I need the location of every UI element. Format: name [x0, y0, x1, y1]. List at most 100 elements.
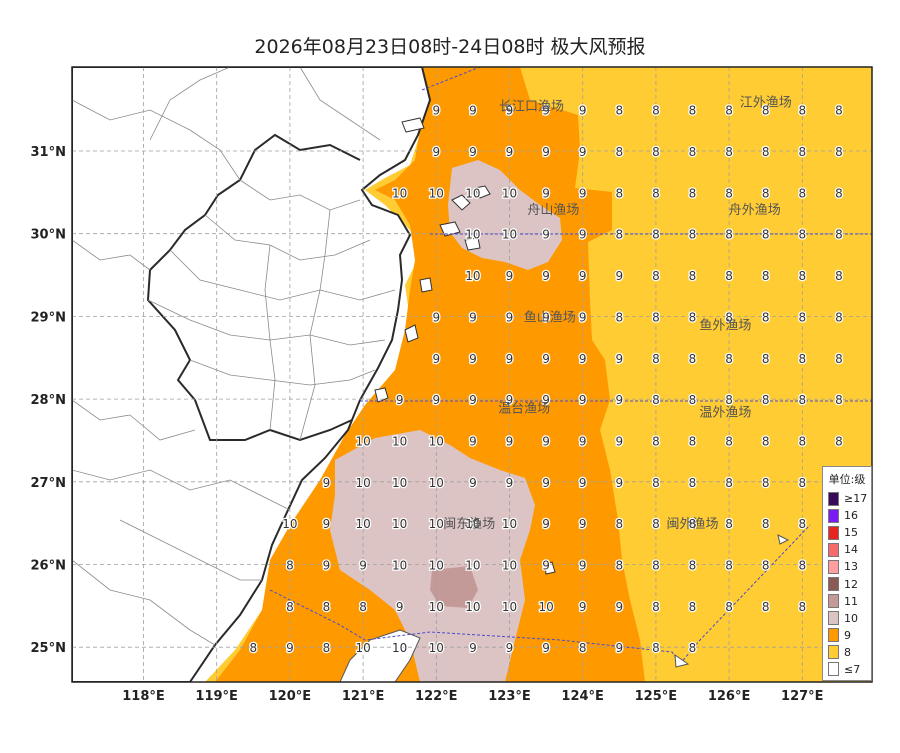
wind-level-value: 8 — [689, 145, 697, 159]
wind-level-value: 9 — [432, 145, 440, 159]
legend-label: ≤7 — [844, 662, 861, 676]
wind-level-value: 8 — [798, 434, 806, 448]
wind-level-value: 9 — [542, 145, 550, 159]
wind-level-value: 10 — [282, 517, 297, 531]
longitude-tick-label: 118°E — [122, 689, 165, 704]
wind-level-value: 10 — [502, 228, 517, 242]
latitude-tick-label: 25°N — [31, 641, 66, 656]
wind-level-value: 8 — [798, 186, 806, 200]
wind-level-value: 8 — [689, 104, 697, 118]
wind-level-value: 8 — [835, 228, 843, 242]
wind-level-value: 8 — [798, 269, 806, 283]
wind-level-value: 10 — [355, 476, 370, 490]
legend-swatch — [828, 594, 839, 609]
level-10-zone-south — [330, 430, 535, 682]
wind-level-value: 9 — [615, 269, 623, 283]
zone-boundaries — [269, 67, 872, 665]
wind-level-value: 8 — [652, 352, 660, 366]
legend-label: 11 — [844, 594, 858, 608]
wind-level-value: 8 — [762, 186, 770, 200]
wind-level-value: 9 — [469, 352, 477, 366]
wind-level-value: 10 — [465, 186, 480, 200]
wind-level-value: 9 — [542, 434, 550, 448]
wind-level-value: 8 — [798, 104, 806, 118]
legend-swatch — [828, 628, 839, 643]
wind-level-value: 8 — [323, 600, 331, 614]
wind-level-value: 8 — [762, 434, 770, 448]
wind-level-value: 10 — [465, 600, 480, 614]
wind-level-value: 9 — [579, 145, 587, 159]
wind-level-value: 9 — [579, 476, 587, 490]
mainland-landmass — [72, 67, 432, 682]
fishing-ground-label: 舟外渔场 — [729, 203, 781, 218]
longitude-tick-label: 126°E — [708, 689, 751, 704]
wind-level-value: 9 — [579, 434, 587, 448]
wind-level-value: 8 — [689, 393, 697, 407]
wind-level-value: 8 — [762, 228, 770, 242]
wind-level-value: 9 — [542, 310, 550, 324]
wind-level-value: 8 — [762, 352, 770, 366]
wind-level-value: 9 — [579, 559, 587, 573]
longitude-tick-label: 119°E — [195, 689, 238, 704]
wind-level-value: 8 — [762, 104, 770, 118]
wind-level-value: 8 — [689, 269, 697, 283]
legend-title: 单位:级 — [828, 473, 866, 486]
wind-level-value: 9 — [506, 352, 514, 366]
wind-level-value: 8 — [689, 641, 697, 655]
wind-level-value: 10 — [392, 476, 407, 490]
wind-level-value: 9 — [469, 310, 477, 324]
wind-level-value: 10 — [429, 600, 444, 614]
legend-label: 8 — [844, 645, 851, 659]
wind-level-value: 8 — [762, 145, 770, 159]
longitude-tick-label: 124°E — [561, 689, 604, 704]
wind-level-value: 8 — [798, 145, 806, 159]
wind-level-value: 8 — [798, 310, 806, 324]
wind-level-value: 10 — [502, 517, 517, 531]
wind-level-value: 9 — [396, 393, 404, 407]
legend-rows: ≥17 16 15 14 13 12 11 10 9 8 ≤7 — [823, 490, 871, 678]
zhejiang-province-boundary — [146, 133, 361, 442]
wind-level-value: 8 — [835, 104, 843, 118]
wind-level-value: 10 — [392, 434, 407, 448]
wind-level-value: 8 — [689, 186, 697, 200]
wind-level-value: 8 — [652, 269, 660, 283]
wind-level-value: 8 — [652, 559, 660, 573]
wind-level-value: 8 — [798, 559, 806, 573]
wind-level-value: 9 — [579, 517, 587, 531]
wind-level-value: 8 — [798, 352, 806, 366]
wind-level-value: 10 — [392, 641, 407, 655]
wind-level-value: 9 — [615, 393, 623, 407]
wind-level-value: 8 — [725, 476, 733, 490]
legend-item: 10 — [823, 610, 871, 627]
latitude-tick-label: 26°N — [31, 559, 66, 574]
wind-level-value: 9 — [542, 559, 550, 573]
longitude-tick-label: 125°E — [635, 689, 678, 704]
wind-level-value: 8 — [689, 476, 697, 490]
wind-level-value: 8 — [835, 145, 843, 159]
legend-item: 13 — [823, 558, 871, 575]
legend-label: 12 — [844, 577, 858, 591]
legend-label: ≥17 — [844, 492, 868, 506]
wind-level-value: 10 — [429, 641, 444, 655]
wind-level-value: 9 — [469, 393, 477, 407]
wind-level-value: 8 — [286, 600, 294, 614]
wind-level-value: 8 — [652, 476, 660, 490]
legend-swatch — [828, 645, 839, 660]
level-11-zone — [430, 566, 478, 608]
longitude-tick-label: 127°E — [781, 689, 824, 704]
wind-scale-legend: 单位:级 ≥17 16 15 14 13 12 11 10 9 8 ≤7 — [822, 466, 872, 681]
islands — [374, 117, 556, 575]
wind-level-value: 8 — [689, 559, 697, 573]
wind-level-value: 10 — [429, 517, 444, 531]
wind-level-value: 8 — [835, 186, 843, 200]
wind-level-value: 9 — [542, 641, 550, 655]
wind-level-value: 10 — [392, 559, 407, 573]
latitude-tick-label: 28°N — [31, 393, 66, 408]
wind-level-value: 9 — [506, 434, 514, 448]
wind-level-value: 8 — [615, 559, 623, 573]
wind-level-value: 8 — [652, 186, 660, 200]
legend-item: 15 — [823, 524, 871, 541]
axis-labels: 118°E 119°E 120°E 121°E 122°E 123°E 124°E 125°E… — [31, 145, 824, 704]
wind-level-value: 10 — [355, 641, 370, 655]
wind-level-value: 9 — [469, 145, 477, 159]
